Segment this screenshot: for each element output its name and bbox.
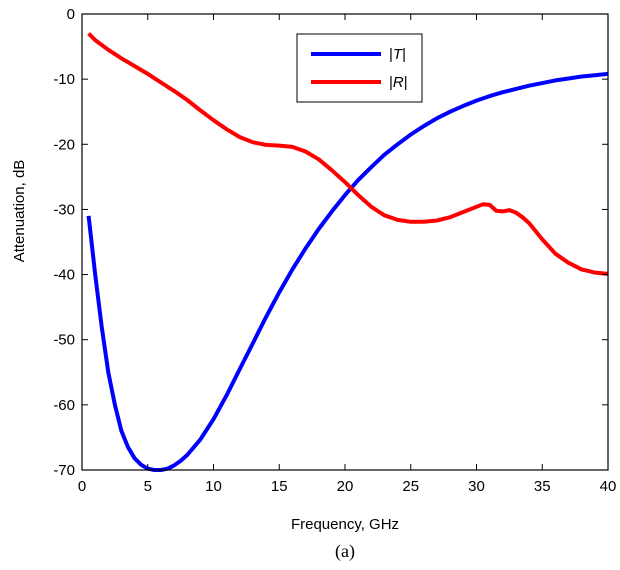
legend-label: |R| [389,74,408,91]
y-axis-label: Attenuation, dB [11,160,28,263]
x-tick-label: 20 [337,478,354,495]
legend-box [296,33,423,103]
plot-frame [81,13,609,471]
x-tick-label: 5 [144,478,152,495]
x-tick-label: 35 [534,478,551,495]
y-tick-label: -50 [53,332,75,349]
y-tick-label: -10 [53,71,75,88]
series-line-r [87,32,609,276]
figure-caption: (a) [335,541,355,562]
ticks-layer: 0 5 10 15 20 25 30 35 40 0 -10 -20 -30 -40 -50 -60 -70 [53,6,616,495]
x-tick-label: 25 [402,478,419,495]
y-tick-label: -40 [53,267,75,284]
x-tick-label: 30 [468,478,485,495]
series-line-t [86,71,609,472]
legend-label: |T| [389,46,406,63]
x-tick-label: 15 [271,478,288,495]
x-tick-label: 10 [205,478,222,495]
y-tick-label: -60 [53,397,75,414]
x-tick-label: 40 [600,478,617,495]
y-tick-label: -30 [53,201,75,218]
y-tick-label: 0 [67,6,75,23]
x-axis-label: Frequency, GHz [291,516,399,533]
series-layer [86,32,609,472]
y-tick-label: -20 [53,136,75,153]
x-tick-label: 0 [78,478,86,495]
legend: |T| |R| [296,33,423,103]
y-tick-label: -70 [53,462,75,479]
